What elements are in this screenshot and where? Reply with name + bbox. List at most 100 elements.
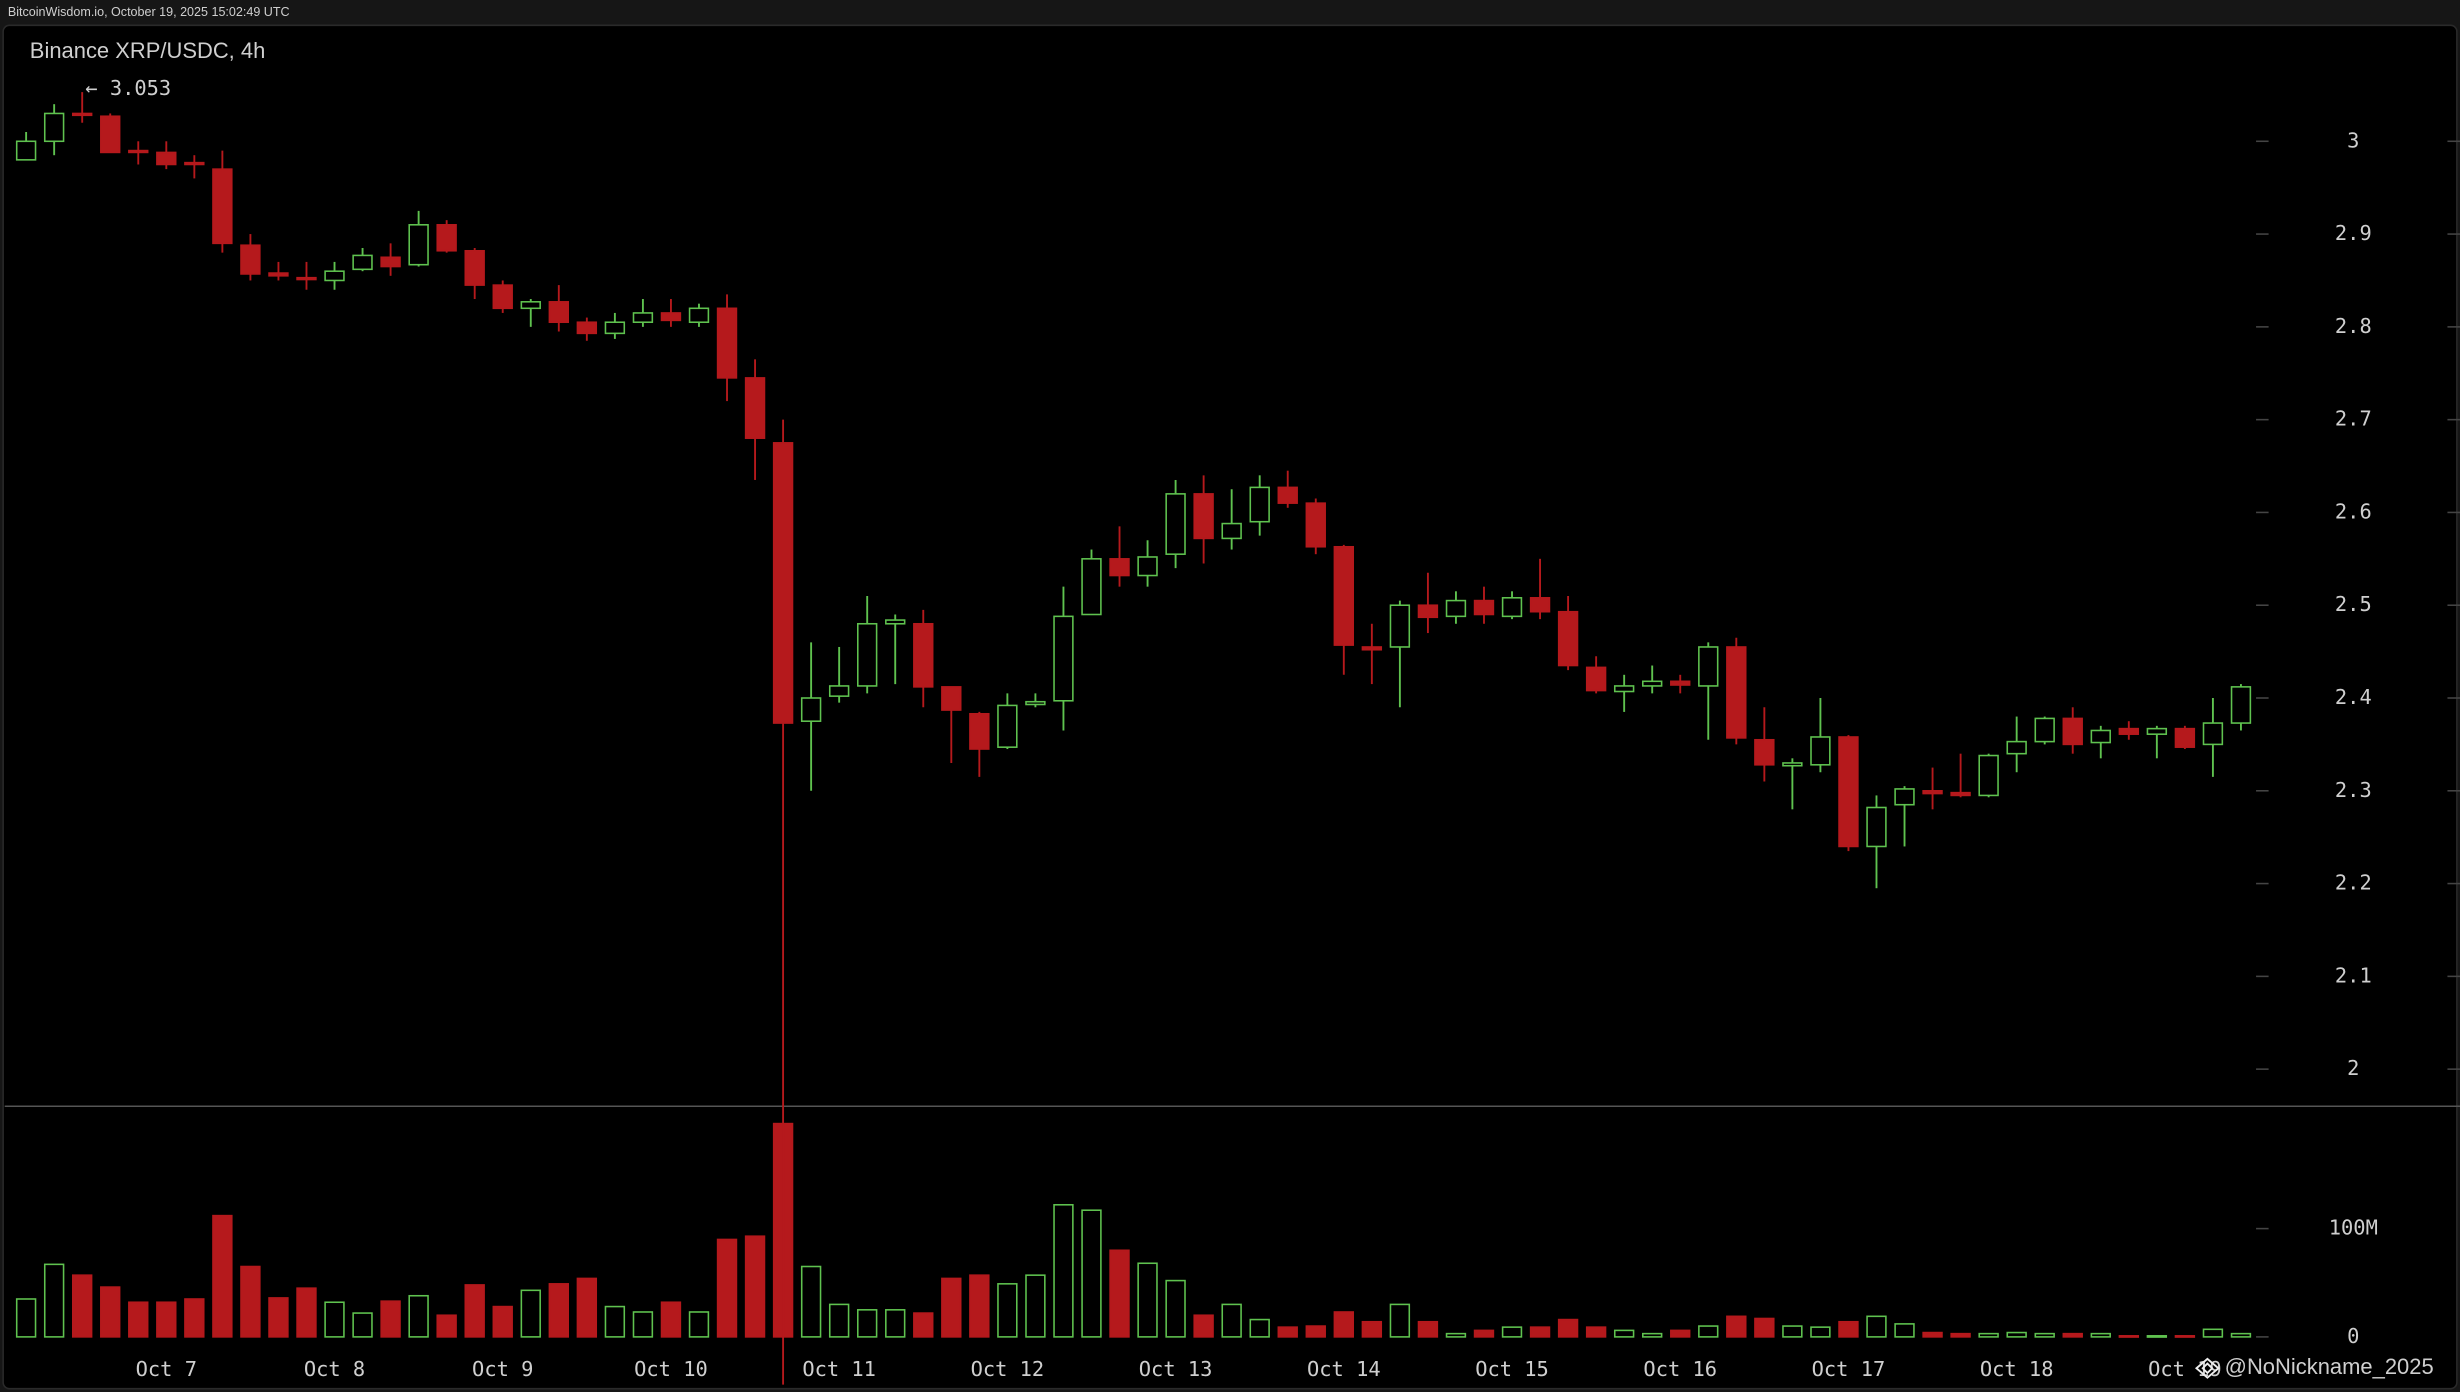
candle-body	[1782, 762, 1803, 767]
volume-bar	[856, 1309, 878, 1338]
candle-body	[1305, 502, 1326, 548]
candle-body	[1838, 736, 1859, 848]
candle-body	[1361, 646, 1383, 651]
volume-bar	[2006, 1331, 2027, 1338]
volume-bar	[2090, 1332, 2111, 1338]
volume-bar	[2174, 1335, 2196, 1338]
x-tick-label: Oct 7	[136, 1357, 197, 1381]
y-tick-label: 2.9	[2335, 221, 2372, 245]
candle-body	[1557, 610, 1579, 667]
volume-bar	[1866, 1315, 1887, 1338]
volume-bar	[2034, 1332, 2055, 1338]
candle-body	[1109, 558, 1130, 577]
volume-bar	[436, 1314, 457, 1338]
volume-bar	[1445, 1332, 1467, 1338]
volume-bar	[15, 1298, 37, 1338]
volume-bar	[464, 1284, 485, 1338]
candle-body	[1277, 486, 1298, 504]
volume-bar	[1642, 1332, 1663, 1338]
candle-body	[128, 149, 149, 154]
plot: 2 2.1 2.2 2.3 2.4 2.5 2.6 2.7 2.8 2.9 3 0 100M Oct 7 O…	[15, 76, 2460, 1385]
candle-body	[436, 224, 457, 252]
volume-bar	[1754, 1317, 1775, 1338]
volume-bar	[1782, 1325, 1803, 1338]
volume-bar	[184, 1298, 205, 1338]
x-tick-label: Oct 12	[971, 1357, 1045, 1381]
high-annotation: ← 3.053	[85, 76, 171, 100]
candle-body	[1053, 615, 1074, 702]
candle-body	[184, 161, 205, 166]
volume-bar	[1529, 1326, 1551, 1338]
volume-bar	[604, 1305, 626, 1338]
volume-bar	[1081, 1209, 1102, 1338]
candle-body	[71, 112, 93, 117]
volume-bar	[100, 1286, 121, 1338]
candle-body	[2230, 686, 2252, 724]
volume-bar	[1894, 1323, 1915, 1338]
candle-body	[1221, 522, 1242, 540]
candle-body	[1165, 493, 1186, 555]
candle-body	[1585, 666, 1607, 692]
candle-body	[1950, 791, 1971, 797]
candle-body	[2118, 727, 2140, 735]
candle-body	[1501, 597, 1523, 618]
candle-body	[520, 301, 541, 310]
y-tick-label: 2.3	[2335, 778, 2372, 802]
candle-body	[2202, 722, 2224, 746]
y-tick-label: 2.4	[2335, 685, 2372, 709]
x-tick-label: Oct 14	[1307, 1357, 1381, 1381]
x-tick-label: Oct 18	[1980, 1357, 2054, 1381]
y-tick-label: 2.7	[2335, 407, 2372, 431]
volume-bar	[1137, 1262, 1158, 1338]
volume-bar	[2202, 1328, 2224, 1338]
candle-body	[1894, 788, 1915, 806]
candle-body	[856, 622, 878, 687]
y-tick-label: 2.1	[2335, 963, 2372, 987]
volume-bar	[548, 1283, 570, 1338]
volume-bar	[941, 1277, 962, 1338]
candle-body	[352, 254, 373, 271]
candle-body	[1670, 680, 1691, 686]
volume-bar	[2118, 1335, 2140, 1338]
volume-bar	[1613, 1329, 1635, 1338]
volume-bar	[1473, 1329, 1495, 1338]
candle-body	[1333, 545, 1355, 646]
volume-bar	[1305, 1325, 1326, 1338]
volume-bar	[380, 1300, 401, 1338]
candle-body	[464, 249, 485, 286]
candle-body	[1726, 646, 1747, 739]
y-tick-label: 2.6	[2335, 499, 2372, 523]
candle-body	[1249, 486, 1270, 523]
candle-body	[1445, 599, 1467, 618]
volume-bar	[71, 1274, 93, 1338]
candle-body	[408, 224, 429, 266]
volume-bar	[1249, 1318, 1270, 1338]
candle-body	[941, 686, 962, 711]
candle-body	[688, 307, 710, 324]
volume-bar	[1585, 1326, 1607, 1338]
volume-bar	[632, 1311, 654, 1338]
volume-bar	[156, 1301, 177, 1338]
candle-body	[913, 622, 934, 688]
volume-bar	[296, 1287, 317, 1338]
candle-body	[997, 704, 1018, 748]
candle-body	[1389, 604, 1411, 648]
candle-body	[492, 284, 513, 310]
volume-bar	[1361, 1320, 1383, 1338]
x-tick-label: Oct 9	[472, 1357, 533, 1381]
x-tick-label: Oct 15	[1475, 1357, 1549, 1381]
candle-body	[772, 442, 794, 724]
candle-body	[660, 312, 682, 322]
candle-body	[2006, 740, 2027, 755]
volume-bar	[492, 1305, 513, 1338]
volume-bar	[1557, 1318, 1579, 1338]
volume-bar	[1277, 1326, 1298, 1338]
candle-body	[296, 276, 317, 281]
candle-body	[1417, 604, 1439, 619]
volume-bar	[1389, 1303, 1411, 1338]
candle-body	[2146, 727, 2168, 735]
chart-panel	[2, 24, 2458, 1390]
volume-bar	[828, 1303, 850, 1338]
volume-bar	[268, 1297, 289, 1338]
candle-body	[268, 272, 289, 277]
